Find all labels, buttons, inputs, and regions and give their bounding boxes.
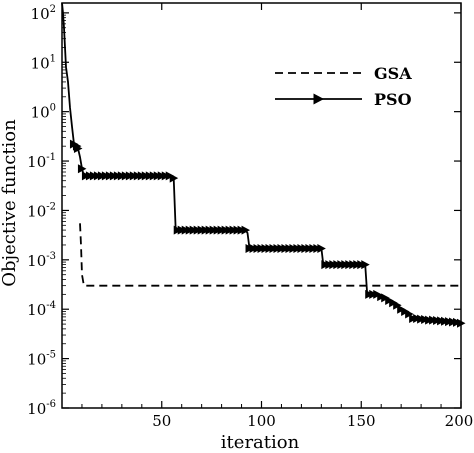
x-tick-label: 50 bbox=[152, 412, 171, 430]
y-tick-label: 10-2 bbox=[27, 201, 56, 220]
y-tick-label: 10-1 bbox=[27, 152, 56, 171]
point-pso bbox=[169, 173, 179, 183]
y-axis-title: Objective function bbox=[0, 119, 20, 287]
y-tick-label: 101 bbox=[31, 53, 56, 72]
point-pso bbox=[317, 243, 326, 253]
y-tick-label: 10-3 bbox=[27, 251, 56, 270]
point-pso bbox=[457, 318, 466, 328]
series-layer bbox=[61, 2, 466, 328]
series-line-gsa bbox=[79, 223, 461, 287]
x-tick-label: 100 bbox=[247, 412, 276, 430]
y-tick-label: 100 bbox=[31, 103, 56, 122]
x-axis-title: iteration bbox=[221, 432, 300, 453]
point-pso bbox=[361, 260, 370, 270]
legend-marker-pso bbox=[313, 93, 324, 105]
legend-label-pso: PSO bbox=[374, 90, 412, 109]
y-tick-label: 10-5 bbox=[27, 350, 56, 369]
y-tick-label: 10-6 bbox=[27, 399, 56, 418]
x-tick-label: 150 bbox=[347, 412, 376, 430]
point-pso bbox=[241, 225, 251, 235]
y-tick-label: 102 bbox=[31, 4, 56, 23]
point-pso bbox=[73, 143, 83, 153]
series-line-pso bbox=[61, 2, 462, 325]
axes: 50 100 150 200 10-6 10-5 10-4 10-3 10-2 10-1 100 10… bbox=[27, 2, 474, 430]
point-pso bbox=[405, 309, 414, 319]
legend-label-gsa: GSA bbox=[374, 64, 412, 83]
legend: GSA PSO bbox=[275, 64, 412, 109]
x-tick-label: 200 bbox=[445, 412, 474, 430]
y-tick-label: 10-4 bbox=[27, 300, 56, 319]
point-pso bbox=[77, 164, 87, 174]
